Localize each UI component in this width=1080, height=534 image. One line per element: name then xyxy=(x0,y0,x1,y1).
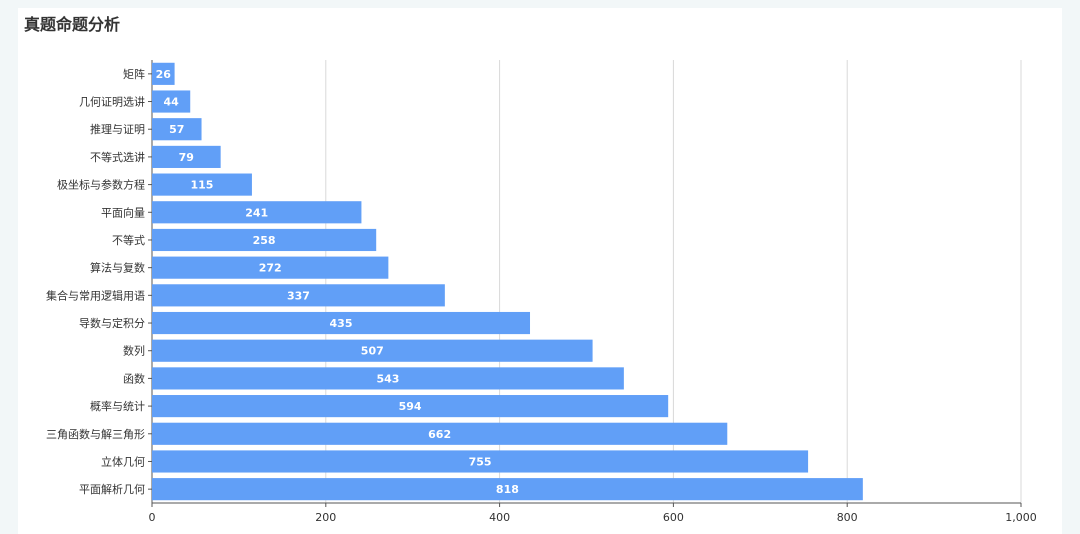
data-label: 258 xyxy=(253,234,276,247)
category-label: 不等式选讲 xyxy=(90,150,145,164)
bar xyxy=(152,173,252,196)
data-label: 337 xyxy=(287,289,310,302)
data-label: 507 xyxy=(361,345,384,358)
category-label: 立体几何 xyxy=(101,454,145,468)
category-label: 数列 xyxy=(123,344,145,358)
data-label: 543 xyxy=(376,372,399,385)
category-label: 算法与复数 xyxy=(90,261,145,275)
category-label: 极坐标与参数方程 xyxy=(57,178,145,192)
data-label: 755 xyxy=(469,455,492,468)
bar-chart: 0 200 400 600 800 1,000 矩阵 26 几何证明选讲 44 推理与证明 57 不等式… xyxy=(46,60,1037,524)
x-tick-label: 200 xyxy=(315,511,336,524)
page-title: 真题命题分析 xyxy=(24,15,121,34)
bar xyxy=(152,90,191,113)
data-label: 435 xyxy=(330,317,353,330)
category-label: 几何证明选讲 xyxy=(79,95,145,109)
data-label: 241 xyxy=(245,206,268,219)
bar xyxy=(152,422,728,445)
x-tick-label: 0 xyxy=(149,511,156,524)
data-label: 594 xyxy=(399,400,422,413)
category-label: 概率与统计 xyxy=(90,399,145,413)
bar xyxy=(152,284,445,307)
data-label: 26 xyxy=(156,68,172,81)
data-label: 662 xyxy=(428,428,451,441)
bar xyxy=(152,367,624,390)
category-label: 矩阵 xyxy=(123,67,145,81)
bar xyxy=(152,145,221,168)
bar xyxy=(152,228,377,252)
category-label: 函数 xyxy=(123,372,145,385)
data-label: 57 xyxy=(169,123,184,136)
category-label: 三角函数与解三角形 xyxy=(46,427,145,441)
bar xyxy=(152,201,362,224)
data-label: 115 xyxy=(190,179,213,192)
data-label: 44 xyxy=(163,96,179,109)
x-tick-label: 1,000 xyxy=(1005,511,1037,524)
bar xyxy=(152,395,669,418)
x-tick-label: 400 xyxy=(489,511,510,524)
bar xyxy=(152,339,593,362)
bar xyxy=(152,118,202,141)
bar xyxy=(152,450,809,473)
bar xyxy=(152,311,531,335)
x-tick-label: 800 xyxy=(837,511,858,524)
data-label: 272 xyxy=(259,262,282,275)
data-label: 79 xyxy=(179,151,194,164)
bar xyxy=(152,62,175,85)
category-label: 推理与证明 xyxy=(90,122,145,136)
category-label: 平面解析几何 xyxy=(79,482,145,496)
bar xyxy=(152,478,863,501)
category-label: 平面向量 xyxy=(101,205,145,219)
category-label: 导数与定积分 xyxy=(79,316,145,330)
chart-card: 真题命题分析 0 200 400 600 800 1,000 矩阵 26 几何证明选讲 44 推理与… xyxy=(18,8,1062,534)
category-label: 不等式 xyxy=(112,233,145,247)
x-tick-label: 600 xyxy=(663,511,684,524)
bar xyxy=(152,256,389,279)
category-label: 集合与常用逻辑用语 xyxy=(46,288,145,302)
data-label: 818 xyxy=(496,483,519,496)
